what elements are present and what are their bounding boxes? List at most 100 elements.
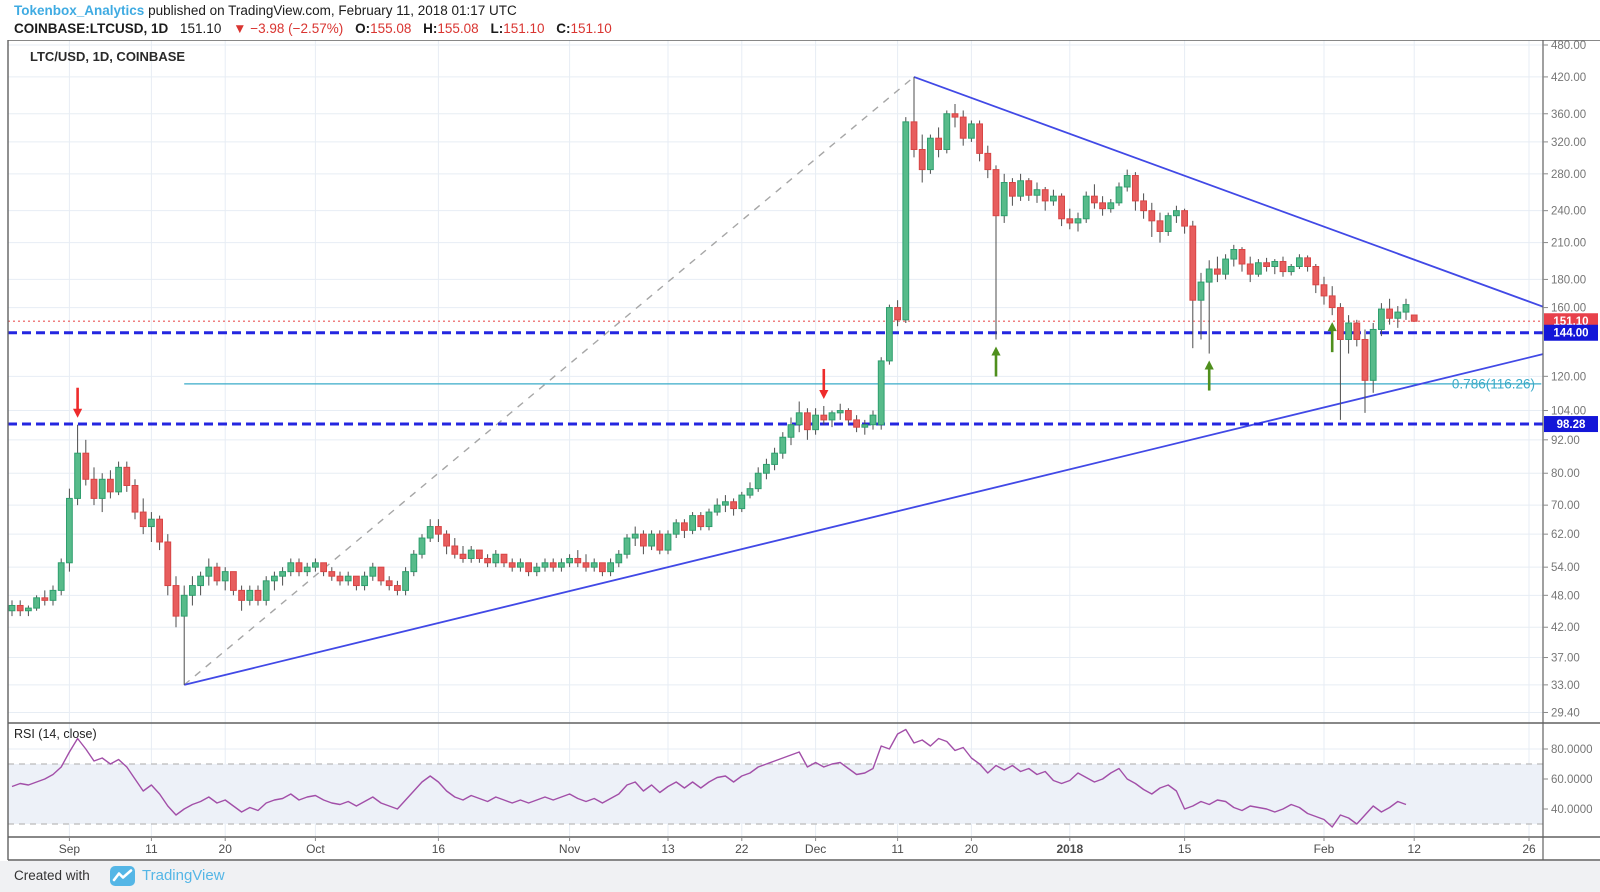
candle (722, 501, 729, 506)
candle (574, 557, 582, 564)
candle (771, 452, 779, 465)
candle (738, 494, 746, 510)
candle (82, 452, 90, 480)
candle (1205, 268, 1213, 283)
candle (500, 553, 508, 564)
candle (90, 478, 98, 499)
candle (582, 562, 590, 568)
candle (607, 562, 615, 573)
levels-layer[interactable] (8, 320, 1543, 426)
high-value: 155.08 (437, 21, 479, 36)
candle (353, 575, 360, 587)
candle (935, 137, 943, 150)
candle (189, 585, 196, 596)
svg-text:0.786(116.26): 0.786(116.26) (1452, 376, 1535, 391)
created-with-label: Created with (14, 868, 90, 883)
candle (640, 533, 647, 547)
candle (664, 533, 672, 551)
candle (1394, 311, 1402, 319)
svg-text:11: 11 (145, 842, 158, 856)
svg-text:210.00: 210.00 (1551, 238, 1586, 250)
candle (107, 478, 114, 493)
candle (1115, 186, 1123, 204)
candle (476, 549, 483, 559)
svg-text:16: 16 (432, 842, 446, 856)
svg-text:240.00: 240.00 (1551, 206, 1586, 218)
candle (787, 424, 795, 438)
candle (426, 526, 434, 539)
svg-text:15: 15 (1178, 842, 1192, 856)
tradingview-brand-link[interactable]: TradingView (142, 867, 225, 884)
candle (656, 533, 664, 551)
candle (951, 113, 959, 118)
svg-text:60.0000: 60.0000 (1551, 774, 1593, 786)
candle (336, 575, 344, 582)
candle (705, 511, 713, 528)
candle (279, 571, 287, 577)
candle (41, 597, 49, 601)
author-link[interactable]: Tokenbox_Analytics (14, 3, 145, 18)
candle (943, 113, 951, 150)
candle (16, 604, 24, 612)
candle (1246, 263, 1254, 275)
candle (959, 116, 967, 139)
time-axis[interactable]: Sep 11 20 Oct 16 Nov 13 22 Dec 11 20 2018 15 Feb 12 26 (59, 837, 1536, 856)
candle (1050, 195, 1057, 202)
candle (1214, 268, 1221, 275)
candle (295, 562, 303, 573)
grid-layer (8, 40, 1543, 837)
candle (689, 515, 697, 531)
open-label: O: (355, 21, 371, 36)
candle (131, 484, 139, 513)
svg-text:48.00: 48.00 (1551, 590, 1580, 602)
svg-text:80.0000: 80.0000 (1551, 744, 1593, 756)
trendlines-layer[interactable] (183, 76, 1546, 686)
candle (566, 557, 574, 564)
low-value: 151.10 (503, 21, 545, 36)
svg-text:33.00: 33.00 (1551, 680, 1580, 692)
fib-level[interactable]: 0.786(116.26) (184, 376, 1542, 391)
price-level-label (1544, 324, 1598, 341)
candle (648, 533, 656, 547)
candle (754, 472, 762, 490)
candle (1058, 195, 1065, 220)
svg-text:180.00: 180.00 (1551, 274, 1586, 286)
candle (1148, 210, 1156, 222)
candle (894, 307, 902, 321)
low-label: L: (490, 21, 504, 36)
candle (156, 518, 163, 543)
candle (148, 518, 155, 528)
candle (804, 412, 811, 431)
candle (1255, 262, 1262, 275)
candle (828, 412, 836, 421)
candle (459, 553, 467, 559)
candle (1197, 281, 1205, 301)
candle (164, 541, 172, 587)
svg-text:Feb: Feb (1314, 842, 1335, 856)
chart-legend: LTC/USD, 1D, COINBASE (30, 49, 186, 64)
tradingview-logo-icon[interactable] (110, 866, 135, 886)
candle (672, 522, 680, 535)
candle (976, 123, 984, 154)
candle (262, 580, 270, 601)
candle (631, 533, 639, 539)
candle (1296, 257, 1303, 267)
candle (25, 607, 32, 612)
candle (230, 571, 237, 591)
candle (697, 515, 705, 528)
candle (1230, 249, 1238, 260)
buy-arrow-icon (991, 346, 1001, 377)
arrows-layer[interactable] (73, 322, 1337, 418)
svg-text:13: 13 (661, 842, 675, 856)
candle (984, 152, 992, 171)
candle (492, 553, 500, 564)
candle (66, 497, 73, 564)
price-chart[interactable]: 0.786(116.26) 480.00 420.00 360.00 320.00 280… (0, 40, 1600, 865)
candle (1107, 202, 1115, 210)
candle (1189, 225, 1197, 301)
candle (1271, 261, 1279, 267)
price-axis[interactable]: 480.00 420.00 360.00 320.00 280.00 240.00 210.… (1543, 40, 1598, 816)
price-change: −3.98 (−2.57%) (250, 21, 344, 36)
svg-text:360.00: 360.00 (1551, 109, 1586, 121)
candle (886, 307, 893, 362)
